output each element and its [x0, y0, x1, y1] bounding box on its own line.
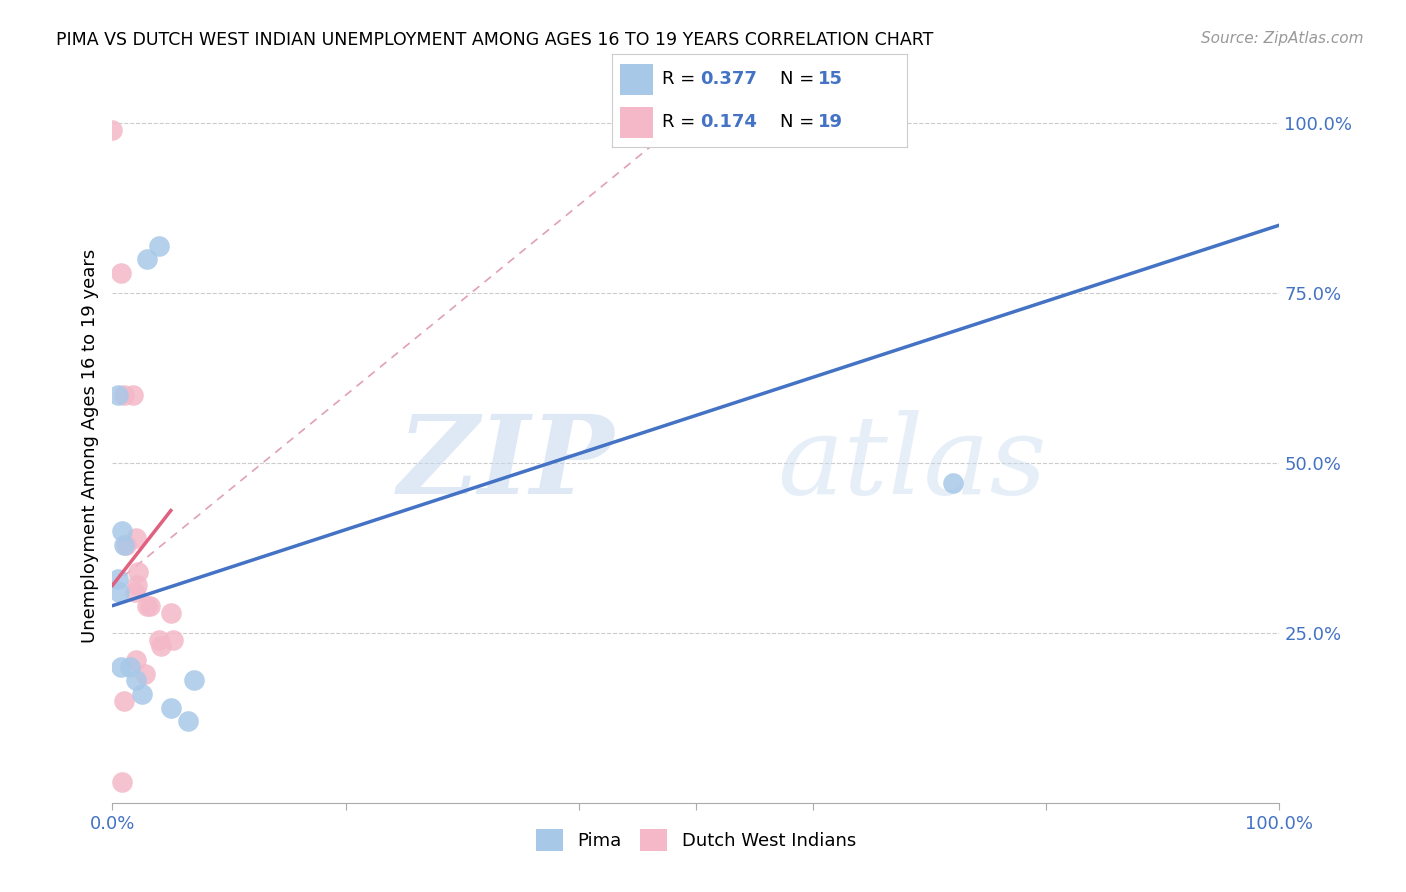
Point — [108, 585, 131, 599]
Point — [125, 653, 148, 667]
Point — [127, 565, 149, 579]
Point — [111, 775, 134, 789]
Point — [160, 606, 183, 620]
FancyBboxPatch shape — [620, 107, 652, 138]
Point — [136, 252, 159, 266]
Point — [107, 572, 129, 586]
Point — [162, 632, 184, 647]
Text: PIMA VS DUTCH WEST INDIAN UNEMPLOYMENT AMONG AGES 16 TO 19 YEARS CORRELATION CHA: PIMA VS DUTCH WEST INDIAN UNEMPLOYMENT A… — [56, 31, 934, 49]
Point — [110, 266, 132, 280]
Text: 19: 19 — [818, 113, 844, 131]
Point — [136, 599, 159, 613]
Point — [118, 660, 141, 674]
Point — [107, 388, 129, 402]
Text: 0.377: 0.377 — [700, 70, 756, 88]
Text: 0.174: 0.174 — [700, 113, 756, 131]
Text: N =: N = — [780, 113, 820, 131]
Point — [148, 632, 170, 647]
Point — [110, 660, 132, 674]
Point — [183, 673, 205, 688]
Text: 15: 15 — [818, 70, 844, 88]
Point — [115, 537, 138, 551]
Point — [112, 694, 135, 708]
Y-axis label: Unemployment Among Ages 16 to 19 years: Unemployment Among Ages 16 to 19 years — [80, 249, 98, 643]
Point — [134, 666, 156, 681]
Point — [148, 238, 170, 252]
Point — [101, 123, 124, 137]
Point — [112, 537, 135, 551]
Text: ZIP: ZIP — [398, 410, 614, 517]
Point — [111, 524, 134, 538]
Point — [160, 700, 183, 714]
Point — [125, 531, 148, 545]
Text: R =: R = — [662, 113, 700, 131]
Point — [125, 578, 148, 592]
Text: atlas: atlas — [778, 410, 1047, 517]
Point — [150, 640, 173, 654]
Point — [131, 687, 153, 701]
Point — [177, 714, 200, 729]
Point — [139, 599, 162, 613]
Point — [112, 388, 135, 402]
Text: N =: N = — [780, 70, 820, 88]
Text: Source: ZipAtlas.com: Source: ZipAtlas.com — [1201, 31, 1364, 46]
Legend: Pima, Dutch West Indians: Pima, Dutch West Indians — [529, 822, 863, 858]
Point — [125, 673, 148, 688]
Point — [122, 388, 145, 402]
Point — [942, 476, 965, 491]
FancyBboxPatch shape — [620, 64, 652, 95]
Text: R =: R = — [662, 70, 700, 88]
Point — [124, 585, 146, 599]
